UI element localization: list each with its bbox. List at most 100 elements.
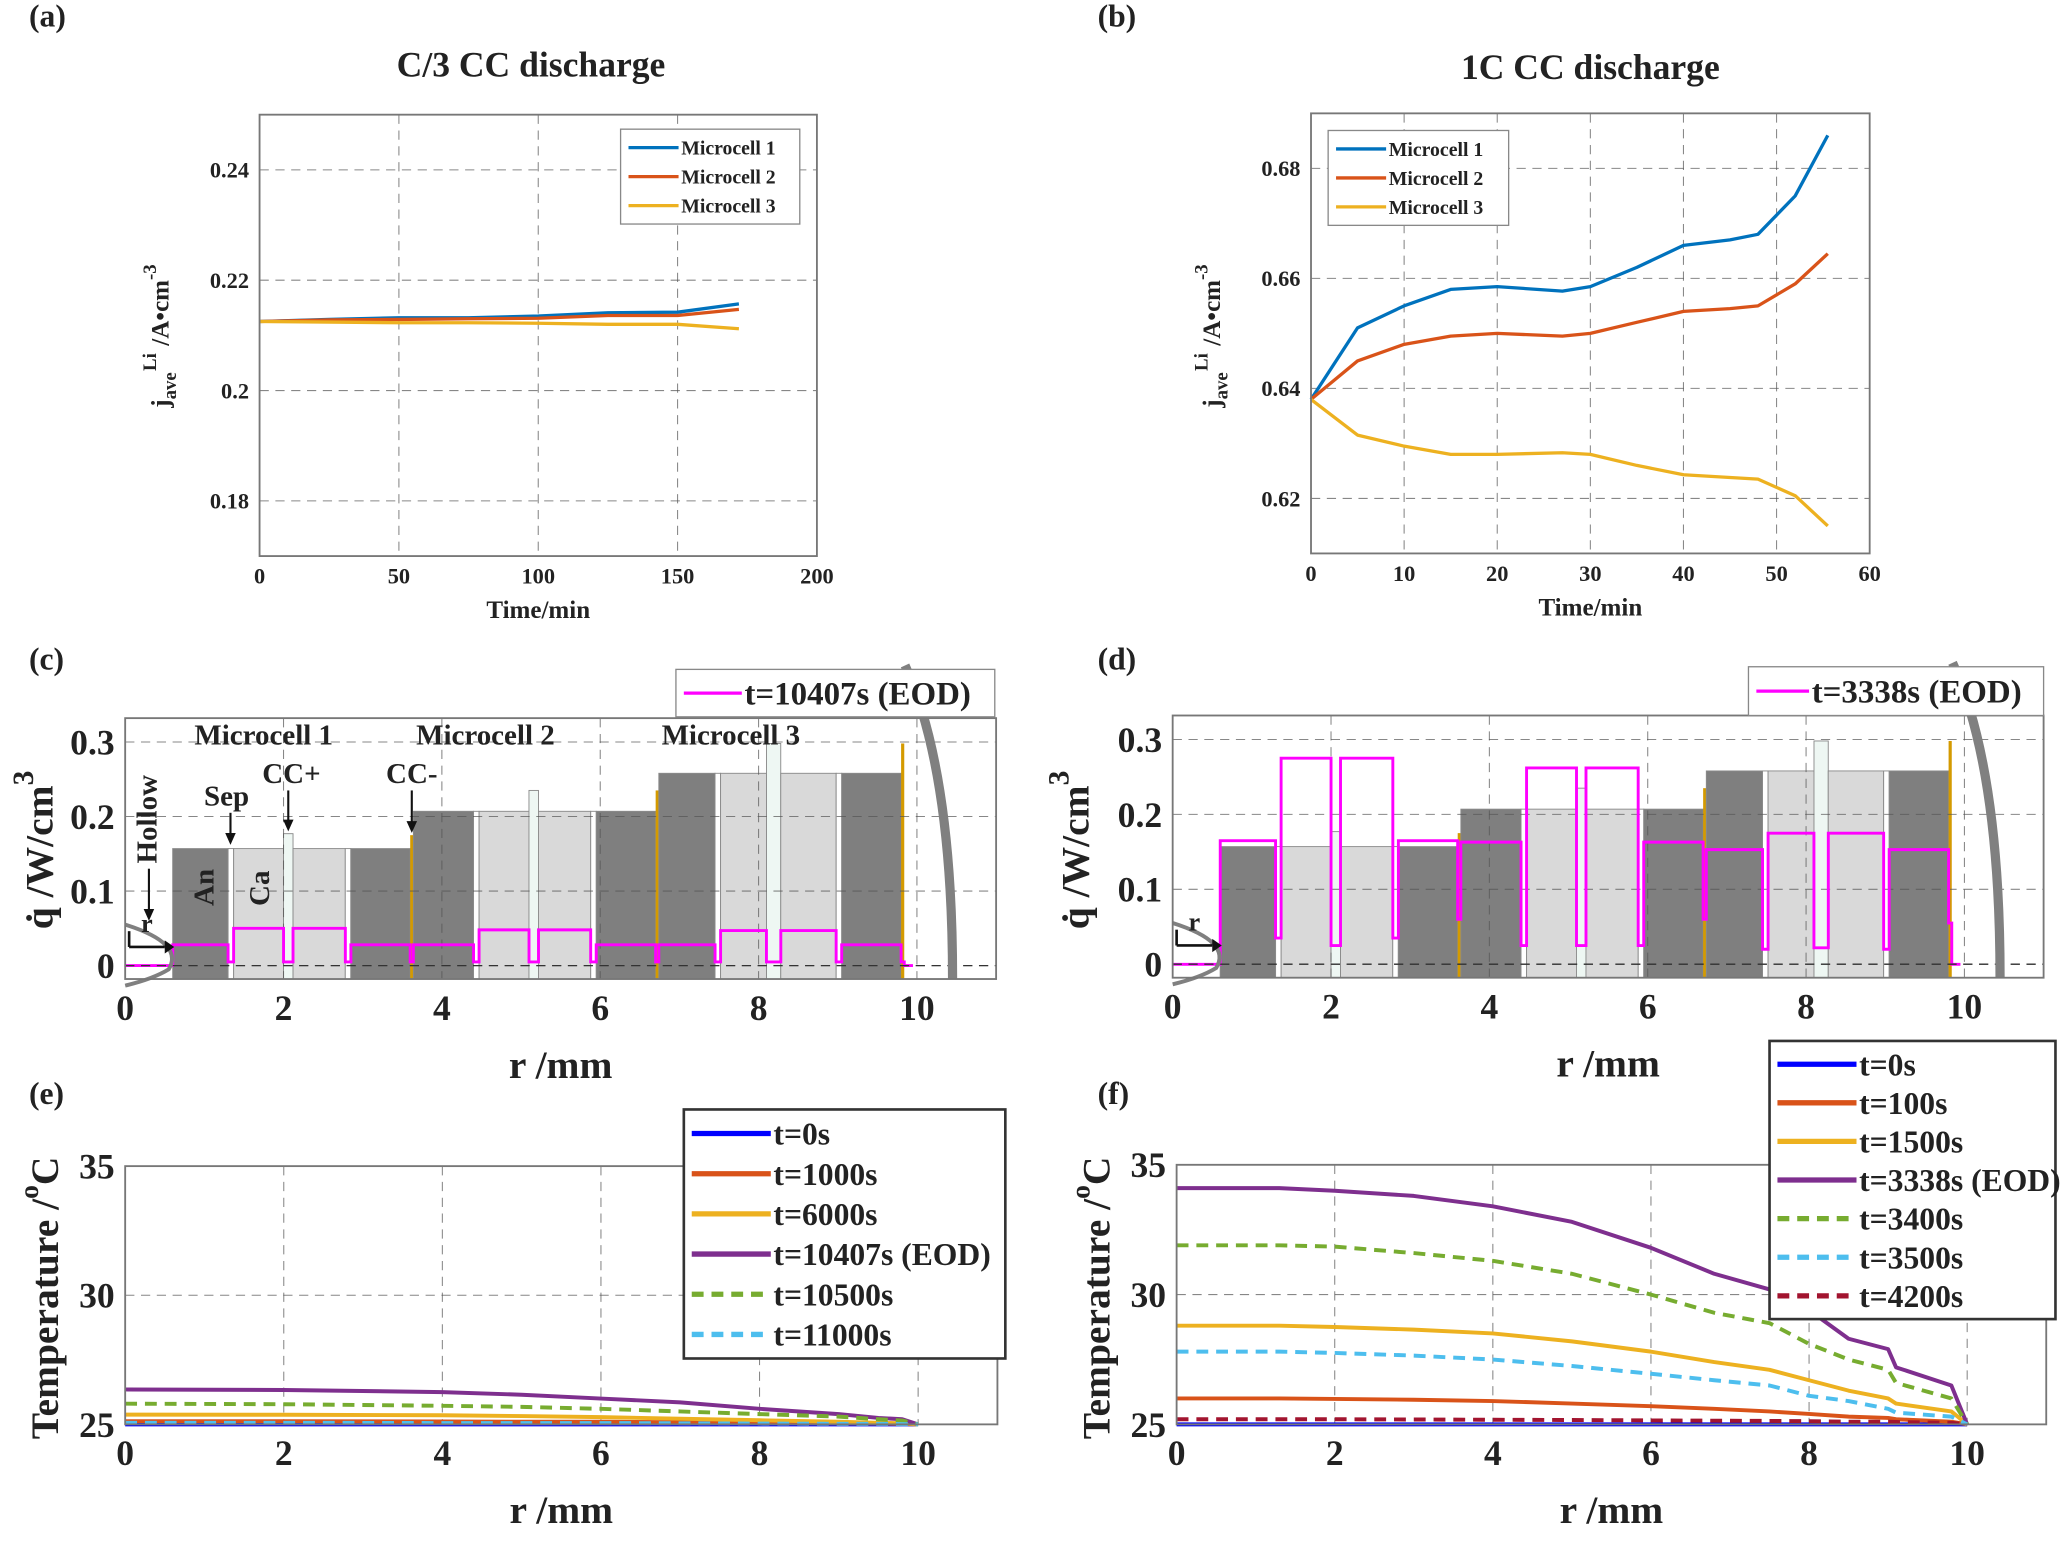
y-tick-label: 35 xyxy=(79,1147,115,1187)
panel-b: (b) 1C CC discharge 0 10 20 30 40 50 60 0.62 0.64 0… xyxy=(1098,0,1881,621)
x-tick-label: 10 xyxy=(899,988,935,1028)
y-tick-label: 0.3 xyxy=(1118,720,1162,760)
anode-label: An xyxy=(189,869,221,906)
legend-label: Microcell 3 xyxy=(1389,197,1484,219)
x-tick-label: 0 xyxy=(1168,1433,1186,1473)
axes-box xyxy=(124,717,998,980)
y-label-main: Temperature / xyxy=(1074,1198,1118,1439)
x-tick-label: 10 xyxy=(1947,987,1983,1027)
y-tick-label: 0.62 xyxy=(1261,486,1300,511)
region-bar-cathode xyxy=(720,772,767,980)
legend: t=3338s (EOD) xyxy=(1747,666,2045,717)
series-line-5 xyxy=(1176,1243,1969,1426)
y-label-main: j xyxy=(1199,399,1226,408)
region-bar-cathode xyxy=(1767,770,1815,979)
region-bar-cc_neg xyxy=(410,835,414,980)
y-label-degree: o xyxy=(1065,1185,1096,1199)
legend-label: t=1000s xyxy=(773,1157,877,1192)
microcell-label: Microcell 1 xyxy=(194,719,333,751)
legend-label: t=3338s (EOD) xyxy=(1812,675,2022,711)
x-tick-label: 4 xyxy=(433,988,451,1028)
legend-label: t=3500s xyxy=(1859,1240,1963,1275)
y-label-sub: ave xyxy=(1212,372,1233,399)
region-bar-cc_neg xyxy=(901,743,905,980)
legend: t=10407s (EOD) xyxy=(675,668,996,718)
region-bar-cathode xyxy=(1340,846,1394,979)
region-bar-cathode xyxy=(1280,846,1332,979)
region-bar-anode xyxy=(1460,808,1522,979)
region-bar-anode xyxy=(1705,770,1763,979)
legend-box xyxy=(682,1108,1007,1360)
sep-arrow-icon-head xyxy=(225,832,236,845)
x-axis-label: r /mm xyxy=(1560,1488,1664,1532)
y-label-unit: C xyxy=(1074,1157,1118,1186)
hollow-arc xyxy=(1172,921,1222,987)
panel-label: (d) xyxy=(1098,641,1137,676)
chart-title: 1C CC discharge xyxy=(1461,47,1720,87)
series-line-5 xyxy=(125,1401,919,1427)
x-tick-label: 6 xyxy=(1639,987,1657,1027)
y-axis-label: Temperature /oC xyxy=(1065,1157,1119,1440)
x-tick-label: 2 xyxy=(275,988,293,1028)
panel-label: (c) xyxy=(29,641,64,676)
region-bar-cathode xyxy=(538,810,592,980)
x-tick-label: 10 xyxy=(1393,561,1415,586)
panel-label: (e) xyxy=(29,1076,64,1111)
x-tick-label: 30 xyxy=(1579,561,1601,586)
legend-label: Microcell 2 xyxy=(1389,168,1484,190)
legend-label: t=1500s xyxy=(1859,1124,1963,1159)
y-tick-label: 0.3 xyxy=(70,722,114,762)
x-tick-label: 2 xyxy=(275,1433,293,1473)
x-tick-label: 50 xyxy=(1765,561,1787,586)
cc-neg-label: CC- xyxy=(386,758,438,790)
legend-label: t=4200s xyxy=(1859,1279,1963,1314)
region-bar-cc_neg xyxy=(1703,788,1707,978)
y-tick-label: 0.22 xyxy=(210,268,249,293)
legend: Microcell 1 Microcell 2 Microcell 3 xyxy=(619,128,801,225)
sep-label: Sep xyxy=(204,780,249,812)
y-label-sup: Li xyxy=(140,353,161,371)
x-tick-label: 0 xyxy=(116,1433,134,1473)
x-tick-label: 2 xyxy=(1326,1433,1344,1473)
y-label-unit: /A•cm xyxy=(148,280,175,347)
x-tick-label: 0 xyxy=(116,988,134,1028)
region-bar-anode xyxy=(1397,846,1459,979)
x-tick-label: 40 xyxy=(1672,561,1694,586)
series-line-1 xyxy=(1309,134,1830,401)
y-axis-label: Temperature /oC xyxy=(13,1157,67,1440)
x-axis-label: Time/min xyxy=(486,597,590,624)
y-tick-label: 30 xyxy=(1131,1275,1167,1315)
series-line-2 xyxy=(259,307,740,324)
y-axis-label: javeLi/A•cm-3 xyxy=(1192,264,1233,408)
y-label-unit-sup: -3 xyxy=(1192,264,1213,280)
y-tick-label: 0.64 xyxy=(1261,376,1300,401)
panel-label: (f) xyxy=(1098,1076,1130,1111)
legend-label: t=10407s (EOD) xyxy=(744,677,970,713)
y-tick-label: 35 xyxy=(1131,1145,1167,1185)
series-line-2 xyxy=(1176,1396,1968,1427)
x-tick-label: 8 xyxy=(1797,987,1815,1027)
y-tick-label: 0.1 xyxy=(70,872,114,912)
y-tick-label: 0 xyxy=(97,946,115,986)
y-tick-label: 0 xyxy=(1144,945,1162,985)
series-line-3 xyxy=(259,319,740,331)
x-tick-label: 4 xyxy=(1480,987,1498,1027)
series-line-3 xyxy=(1310,398,1829,528)
panel-e: (e) 0 2 4 6 8 10 25 30 35 t=0s t=1000s t=6000s t=1040… xyxy=(13,1076,1007,1532)
region-bar-cathode xyxy=(292,848,346,980)
x-tick-label: 150 xyxy=(661,564,695,589)
legend-label: t=3338s (EOD) xyxy=(1859,1163,2061,1198)
x-tick-label: 0 xyxy=(1305,561,1316,586)
x-tick-label: 8 xyxy=(750,988,768,1028)
series-line-2 xyxy=(1309,252,1829,401)
series-line-4 xyxy=(1176,1186,1970,1426)
x-tick-label: 4 xyxy=(433,1433,451,1473)
y-tick-label: 0.1 xyxy=(1118,870,1162,910)
legend-label: t=11000s xyxy=(773,1318,891,1353)
panel-d: (d) 0 2 4 6 8 10 0 0.1 0.2 0.3 r t=3338s (EOD) r /mm q… xyxy=(1044,641,2045,1086)
region-bar-cc_neg xyxy=(1457,833,1461,978)
x-tick-label: 10 xyxy=(1949,1433,1985,1473)
axes-box xyxy=(1310,112,1871,555)
hollow-arrow-icon-head xyxy=(143,909,155,921)
